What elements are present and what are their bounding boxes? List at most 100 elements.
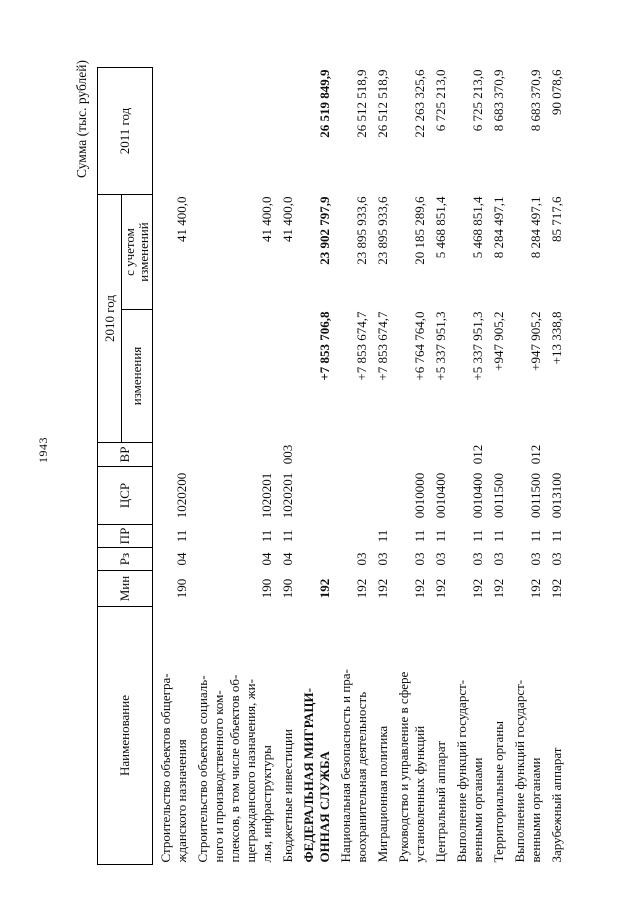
row-name-cell: Зарубежный аппарат — [549, 747, 564, 863]
table-row: Строительство объектов социаль- ного и п… — [190, 68, 275, 865]
row-name-cell: Территориальные органы — [491, 721, 506, 863]
row-name-cell: Выполнение функций государст- венными ор… — [454, 679, 485, 863]
pr-code-cell — [296, 525, 333, 548]
table-row: ФЕДЕРАЛЬНАЯ МИГРАЦИ- ОННАЯ СЛУЖБА 192 +7 8… — [296, 68, 333, 865]
csr-code-cell: 1020201 — [259, 472, 274, 519]
changes-value-cell: +947 905,2 — [528, 311, 543, 371]
rz-code-cell: 04 — [174, 552, 189, 566]
min-code-cell: 192 — [433, 578, 448, 599]
table-row: Бюджетные инвестиции 190 04 11 1020201 003 41 … — [275, 68, 296, 865]
header-min: Мин — [97, 570, 153, 607]
rz-code-cell: 03 — [549, 552, 564, 566]
header-pr: ПР — [97, 524, 153, 548]
budget-table-body: Строительство объектов общегра- жданског… — [153, 68, 566, 865]
min-code-cell: 190 — [280, 578, 295, 599]
changes-value-cell: +7 853 674,7 — [375, 311, 390, 381]
vr-code-cell — [391, 443, 428, 467]
vr-code-cell — [428, 443, 449, 467]
vr-code-cell — [370, 443, 391, 467]
rz-code-cell: 03 — [375, 552, 390, 566]
rz-code-cell — [296, 548, 333, 571]
table-row: Выполнение функций государст- венными ор… — [449, 68, 486, 865]
vr-code-cell — [544, 443, 565, 467]
rz-code-cell: 03 — [354, 552, 369, 566]
header-with-changes: с учетом изменений — [121, 194, 153, 310]
year-2011-value-cell: 26 512 518,9 — [354, 69, 369, 138]
pr-code-cell: 11 — [433, 529, 448, 543]
min-code-cell: 192 — [412, 578, 427, 599]
row-name-cell: Строительство объектов общегра- жданског… — [158, 673, 189, 863]
row-name-cell: Миграционная политика — [375, 725, 390, 863]
with-changes-value-cell: 23 902 797,9 — [317, 196, 332, 265]
pr-code-cell: 11 — [174, 529, 189, 543]
csr-code-cell — [333, 467, 370, 525]
pr-code-cell: 11 — [412, 529, 427, 543]
changes-value-cell: +6 764 764,0 — [412, 311, 427, 381]
vr-code-cell: 012 — [470, 444, 485, 465]
min-code-cell: 192 — [375, 578, 390, 599]
min-code-cell: 190 — [259, 578, 274, 599]
table-row: Национальная безопасность и пра- воохран… — [333, 68, 370, 865]
year-2011-value-cell: 8 683 370,9 — [528, 69, 543, 132]
year-2011-value-cell — [153, 68, 191, 195]
row-name-cell: Выполнение функций государст- венными ор… — [512, 679, 543, 863]
changes-value-cell: +5 337 951,3 — [470, 311, 485, 381]
table-row: Зарубежный аппарат 192 03 11 0013100 +13 338,… — [544, 68, 565, 865]
header-changes: изменения — [121, 309, 153, 443]
pr-code-cell: 11 — [549, 529, 564, 543]
rz-code-cell: 03 — [470, 552, 485, 566]
with-changes-value-cell: 5 468 851,4 — [470, 196, 485, 259]
csr-code-cell: 0010400 — [470, 472, 485, 519]
row-name-cell: Бюджетные инвестиции — [280, 729, 295, 863]
vr-code-cell — [486, 443, 507, 467]
vr-code-cell — [333, 443, 370, 467]
csr-code-cell: 0011500 — [491, 472, 506, 519]
csr-code-cell: 1020201 — [280, 472, 295, 519]
with-changes-value-cell: 23 895 933,6 — [375, 196, 390, 265]
budget-table: Наименование Мин Рз ПР ЦСР ВР 2010 год 2… — [97, 67, 565, 865]
year-2011-value-cell: 8 683 370,9 — [491, 69, 506, 132]
table-row: Территориальные органы 192 03 11 0011500 +947… — [486, 68, 507, 865]
row-name-cell: Центральный аппарат — [433, 740, 448, 863]
csr-code-cell: 0013100 — [549, 472, 564, 519]
row-name-cell: Строительство объектов социаль- ного и п… — [195, 674, 274, 863]
min-code-cell: 192 — [470, 578, 485, 599]
min-code-cell: 192 — [317, 578, 332, 599]
csr-code-cell: 0011500 — [528, 472, 543, 519]
table-row: Центральный аппарат 192 03 11 0010400 +5 337 … — [428, 68, 449, 865]
header-csr: ЦСР — [97, 466, 153, 525]
table-row: Выполнение функций государст- венными ор… — [507, 68, 544, 865]
header-year-2010: 2010 год — [97, 194, 122, 443]
vr-code-cell — [296, 443, 333, 467]
with-changes-value-cell: 23 895 933,6 — [354, 196, 369, 265]
rz-code-cell: 04 — [280, 552, 295, 566]
csr-code-cell — [370, 467, 391, 525]
min-code-cell: 192 — [491, 578, 506, 599]
with-changes-value-cell: 41 400,0 — [259, 196, 274, 243]
csr-code-cell: 1020200 — [174, 472, 189, 519]
header-name: Наименование — [97, 606, 153, 865]
vr-code-cell: 012 — [528, 444, 543, 465]
table-row: Строительство объектов общегра- жданског… — [153, 68, 191, 865]
rz-code-cell: 03 — [433, 552, 448, 566]
vr-code-cell — [190, 443, 275, 467]
changes-value-cell — [190, 310, 275, 443]
year-2011-value-cell: 90 078,6 — [549, 69, 564, 116]
row-name-cell: Национальная безопасность и пра- воохран… — [338, 669, 369, 863]
year-2011-value-cell — [190, 68, 275, 195]
with-changes-value-cell: 20 185 289,6 — [412, 196, 427, 265]
page-number: 1943 — [36, 437, 50, 463]
year-2011-value-cell: 6 725 213,0 — [470, 69, 485, 132]
pr-code-cell: 11 — [491, 529, 506, 543]
pr-code-cell: 11 — [259, 529, 274, 543]
with-changes-value-cell: 8 284 497,1 — [491, 196, 506, 259]
row-name-cell: Руководство и управление в сфере установ… — [396, 671, 427, 863]
with-changes-value-cell: 41 400,0 — [174, 196, 189, 243]
changes-value-cell: +7 853 706,8 — [317, 311, 332, 381]
year-2011-value-cell: 6 725 213,0 — [433, 69, 448, 132]
changes-value-cell — [153, 310, 191, 443]
year-2011-value-cell: 22 263 325,6 — [412, 69, 427, 138]
min-code-cell: 192 — [549, 578, 564, 599]
csr-code-cell: 0010400 — [433, 472, 448, 519]
